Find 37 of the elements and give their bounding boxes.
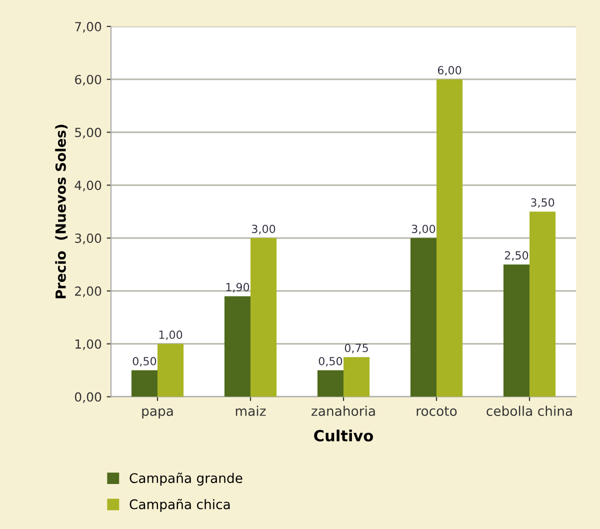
bar: [317, 370, 344, 397]
data-label: 0,50: [318, 356, 342, 367]
data-label: 0,50: [132, 356, 156, 367]
data-label: 6,00: [438, 66, 462, 76]
y-tick-label: 0,00: [74, 392, 102, 403]
data-label: 1,90: [226, 282, 250, 292]
x-axis-title: Cultivo: [314, 430, 374, 442]
legend-label: Campaña chica: [130, 498, 230, 512]
y-tick-label: 4,00: [74, 180, 102, 192]
bar: [436, 79, 463, 397]
y-tick-label: 6,00: [75, 74, 102, 86]
bar: [344, 357, 370, 397]
bar: [250, 238, 277, 397]
x-tick-label: papa: [142, 408, 173, 419]
bar: [131, 370, 158, 397]
x-tick-label: rocoto: [416, 406, 457, 416]
bar: [224, 296, 250, 397]
x-tick-label: zanahoria: [312, 406, 375, 416]
legend-label: Campaña grande: [130, 472, 242, 486]
y-axis-title: Precio (Nuevos Soles): [55, 124, 68, 298]
data-label: 1,00: [159, 330, 182, 340]
y-tick-label: 2,00: [75, 286, 102, 298]
bar: [530, 212, 556, 397]
x-tick-label: cebolla china: [486, 406, 572, 416]
y-tick-label: 7,00: [75, 22, 102, 33]
x-tick-label: maiz: [236, 406, 266, 416]
bar: [158, 344, 184, 397]
y-tick-label: 5,00: [75, 128, 102, 138]
data-label: 2,50: [504, 251, 528, 261]
data-label: 0,75: [344, 344, 368, 354]
data-label: 3,00: [252, 224, 276, 234]
y-tick-label: 3,00: [75, 234, 102, 244]
data-label: 3,00: [412, 224, 436, 234]
y-tick-label: 1,00: [76, 339, 102, 350]
data-label: 3,50: [530, 198, 554, 208]
bar: [503, 264, 530, 397]
bar: [410, 238, 436, 397]
